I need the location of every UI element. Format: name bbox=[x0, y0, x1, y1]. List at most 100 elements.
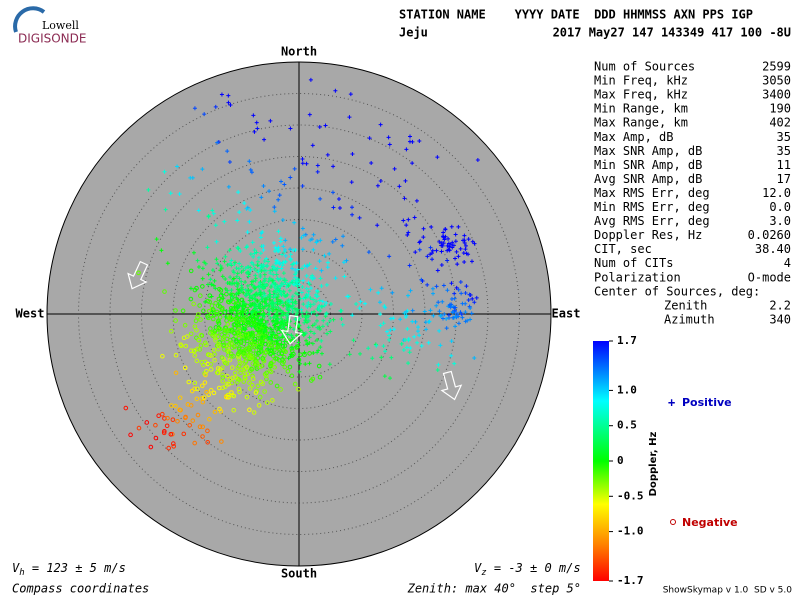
source-negative bbox=[196, 312, 201, 317]
logo-arc bbox=[13, 6, 46, 33]
source-positive bbox=[464, 251, 469, 256]
source-negative bbox=[249, 330, 255, 336]
source-positive bbox=[227, 248, 232, 253]
source-positive bbox=[421, 235, 426, 240]
source-negative bbox=[160, 353, 165, 359]
source-negative bbox=[214, 309, 220, 315]
source-negative bbox=[252, 322, 258, 327]
source-positive bbox=[305, 342, 310, 347]
source-negative bbox=[215, 303, 221, 309]
source-positive bbox=[317, 327, 322, 332]
source-negative bbox=[255, 355, 261, 361]
source-positive bbox=[211, 211, 216, 216]
source-positive bbox=[278, 292, 283, 297]
source-positive bbox=[221, 296, 226, 301]
source-positive bbox=[249, 260, 254, 265]
source-positive bbox=[271, 240, 276, 245]
vz-text: = -3 ± 0 m/s bbox=[487, 561, 581, 575]
source-positive bbox=[308, 329, 313, 334]
source-positive bbox=[266, 279, 271, 284]
source-positive bbox=[308, 286, 313, 291]
source-positive bbox=[190, 175, 195, 180]
source-positive bbox=[277, 193, 282, 198]
source-negative bbox=[232, 330, 237, 336]
stat-value: 35 bbox=[777, 144, 791, 158]
source-negative bbox=[195, 386, 200, 392]
source-positive bbox=[442, 237, 447, 242]
source-positive bbox=[406, 338, 411, 343]
source-negative bbox=[283, 349, 288, 354]
source-negative bbox=[197, 347, 203, 352]
source-positive bbox=[288, 325, 293, 330]
source-positive bbox=[301, 296, 306, 301]
source-positive bbox=[427, 319, 432, 324]
source-negative bbox=[274, 356, 280, 362]
source-negative bbox=[199, 383, 205, 389]
source-positive bbox=[310, 341, 315, 346]
source-negative bbox=[247, 386, 253, 391]
source-positive bbox=[407, 139, 412, 144]
source-positive bbox=[452, 361, 457, 366]
stat-label: Azimuth bbox=[664, 312, 715, 326]
source-positive bbox=[303, 318, 308, 323]
source-positive bbox=[447, 244, 452, 249]
stat-value: 17 bbox=[777, 172, 791, 186]
source-negative bbox=[224, 343, 229, 348]
source-positive bbox=[239, 279, 244, 284]
source-positive bbox=[220, 274, 225, 279]
source-positive bbox=[272, 323, 277, 328]
stat-value: 11 bbox=[777, 158, 791, 172]
source-negative bbox=[171, 441, 176, 446]
source-positive bbox=[281, 310, 286, 315]
source-positive bbox=[261, 244, 266, 249]
source-positive bbox=[412, 215, 417, 220]
source-positive bbox=[212, 278, 217, 283]
colorbar-tick-label: -1.7 bbox=[617, 574, 644, 587]
source-positive bbox=[243, 327, 248, 332]
source-negative bbox=[239, 333, 244, 339]
source-positive bbox=[388, 376, 393, 381]
source-negative bbox=[263, 334, 268, 339]
source-positive bbox=[235, 271, 240, 276]
source-positive bbox=[403, 337, 408, 342]
source-positive bbox=[336, 197, 341, 202]
source-positive bbox=[320, 324, 325, 329]
source-positive bbox=[449, 281, 454, 286]
source-positive bbox=[272, 205, 277, 210]
source-negative bbox=[276, 351, 282, 356]
source-negative bbox=[200, 399, 206, 405]
stat-label: Avg SNR Amp, dB bbox=[594, 172, 702, 186]
source-positive bbox=[405, 232, 410, 237]
source-positive bbox=[472, 300, 477, 305]
source-positive bbox=[399, 341, 404, 346]
source-negative bbox=[281, 359, 286, 364]
source-positive bbox=[277, 288, 282, 293]
source-negative bbox=[207, 416, 212, 422]
vh-text: = 123 ± 5 m/s bbox=[25, 561, 126, 575]
source-positive bbox=[236, 281, 241, 286]
source-positive bbox=[315, 350, 320, 355]
west-label: West bbox=[16, 307, 45, 321]
source-positive bbox=[320, 299, 325, 304]
source-positive bbox=[314, 318, 319, 323]
source-negative bbox=[188, 268, 194, 274]
source-positive bbox=[347, 352, 352, 357]
drift-arrow bbox=[280, 314, 303, 345]
stat-label: Center of Sources, deg: bbox=[594, 284, 760, 298]
source-positive bbox=[294, 333, 299, 338]
source-positive bbox=[292, 220, 297, 225]
source-positive bbox=[262, 279, 267, 284]
source-negative bbox=[202, 340, 208, 346]
source-positive bbox=[270, 338, 275, 343]
source-positive bbox=[252, 129, 257, 134]
source-positive bbox=[200, 276, 205, 281]
source-positive bbox=[462, 260, 467, 265]
source-positive bbox=[248, 252, 253, 257]
source-negative bbox=[173, 308, 178, 313]
source-negative bbox=[214, 370, 220, 375]
source-positive bbox=[262, 276, 267, 281]
source-positive bbox=[273, 249, 278, 254]
source-positive bbox=[208, 277, 213, 282]
source-positive bbox=[278, 283, 283, 288]
